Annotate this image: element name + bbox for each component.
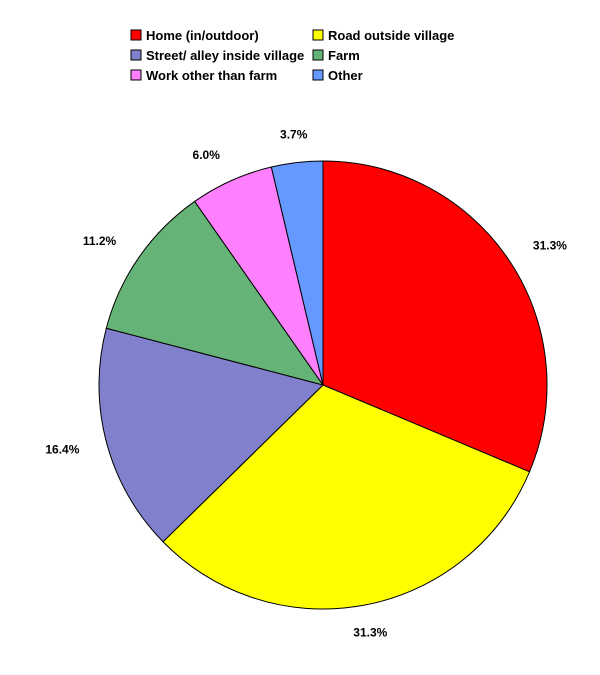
legend-label-home-in-outdoor: Home (in/outdoor) (146, 28, 259, 43)
slice-other (270, 160, 324, 386)
legend-label-street-alley-inside-village: Street/ alley inside village (146, 48, 304, 63)
pie-slices (98, 160, 548, 610)
slice-label-street-alley-inside-village: 16.4% (45, 443, 79, 457)
legend-label-road-outside-village: Road outside village (328, 28, 454, 43)
legend-swatch-work-other-than-farm (130, 69, 142, 81)
legend-label-other: Other (328, 68, 363, 83)
slice-label-road-outside-village: 31.3% (353, 626, 387, 640)
slice-street-alley-inside-village (98, 327, 324, 543)
slice-road-outside-village (162, 384, 531, 610)
slice-label-other: 3.7% (280, 128, 308, 142)
legend-swatch-home-in-outdoor (130, 29, 142, 41)
slice-home-in-outdoor (322, 160, 548, 473)
slice-label-farm: 11.2% (83, 234, 117, 248)
slice-label-home-in-outdoor: 31.3% (533, 239, 567, 253)
slice-farm (105, 200, 325, 386)
legend-swatch-road-outside-village (312, 29, 324, 41)
legend-label-farm: Farm (328, 48, 360, 63)
legend-swatch-farm (312, 49, 324, 61)
legend-swatch-other (312, 69, 324, 81)
legend-swatch-street-alley-inside-village (130, 49, 142, 61)
legend-label-work-other-than-farm: Work other than farm (146, 68, 277, 83)
legend: Home (in/outdoor) Road outside village Str… (130, 28, 454, 83)
slice-labels: 31.3% 31.3% 16.4% 11.2% 6.0% 3.7% (45, 128, 567, 640)
slice-label-work-other-than-farm: 6.0% (193, 148, 221, 162)
